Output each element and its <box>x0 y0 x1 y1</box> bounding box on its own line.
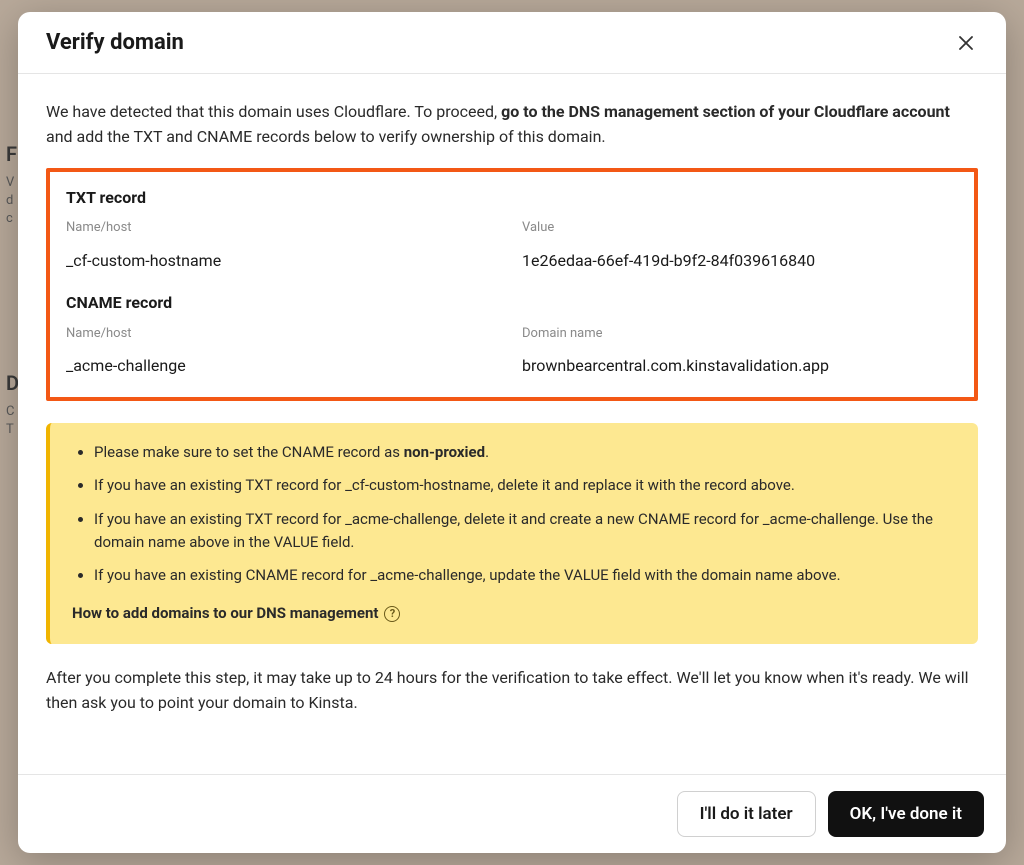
txt-name-value: _cf-custom-hostname <box>66 249 502 274</box>
ok-done-button[interactable]: OK, I've done it <box>828 791 984 837</box>
callout-bullet-1: If you have an existing TXT record for _… <box>94 474 956 497</box>
callout-bullet-0: Please make sure to set the CNAME record… <box>94 441 956 464</box>
modal-body: We have detected that this domain uses C… <box>18 74 1006 774</box>
intro-bold: go to the DNS management section of your… <box>501 102 950 121</box>
txt-record-heading: TXT record <box>66 186 958 211</box>
txt-name-label: Name/host <box>66 218 502 238</box>
verify-domain-modal: Verify domain We have detected that this… <box>18 12 1006 853</box>
intro-pre: We have detected that this domain uses C… <box>46 102 501 121</box>
intro-post: and add the TXT and CNAME records below … <box>46 127 606 146</box>
help-icon: ? <box>384 606 400 622</box>
help-link-text: How to add domains to our DNS management <box>72 602 378 625</box>
close-icon[interactable] <box>954 31 978 55</box>
modal-footer: I'll do it later OK, I've done it <box>18 774 1006 853</box>
do-it-later-button[interactable]: I'll do it later <box>677 791 816 837</box>
intro-text: We have detected that this domain uses C… <box>46 100 978 150</box>
dns-records-box: TXT record Name/host _cf-custom-hostname… <box>46 168 978 401</box>
help-link[interactable]: How to add domains to our DNS management… <box>72 602 400 625</box>
bullet-0-bold: non-proxied <box>404 443 485 461</box>
modal-header: Verify domain <box>18 12 1006 74</box>
callout-bullet-3: If you have an existing CNAME record for… <box>94 564 956 587</box>
bullet-0-pre: Please make sure to set the CNAME record… <box>94 443 404 461</box>
cname-record-section: CNAME record Name/host _acme-challenge D… <box>66 291 958 379</box>
cname-name-value: _acme-challenge <box>66 354 502 379</box>
txt-record-section: TXT record Name/host _cf-custom-hostname… <box>66 186 958 274</box>
after-text: After you complete this step, it may tak… <box>46 666 978 716</box>
cname-value-label: Domain name <box>522 324 958 344</box>
callout-list: Please make sure to set the CNAME record… <box>72 441 956 587</box>
callout-bullet-2: If you have an existing TXT record for _… <box>94 508 956 555</box>
cname-record-heading: CNAME record <box>66 291 958 316</box>
warning-callout: Please make sure to set the CNAME record… <box>46 423 978 644</box>
txt-value-value: 1e26edaa-66ef-419d-b9f2-84f039616840 <box>522 249 958 274</box>
cname-name-label: Name/host <box>66 324 502 344</box>
bullet-0-post: . <box>485 443 489 461</box>
txt-value-label: Value <box>522 218 958 238</box>
modal-title: Verify domain <box>46 30 184 55</box>
cname-value-value: brownbearcentral.com.kinstavalidation.ap… <box>522 354 958 379</box>
